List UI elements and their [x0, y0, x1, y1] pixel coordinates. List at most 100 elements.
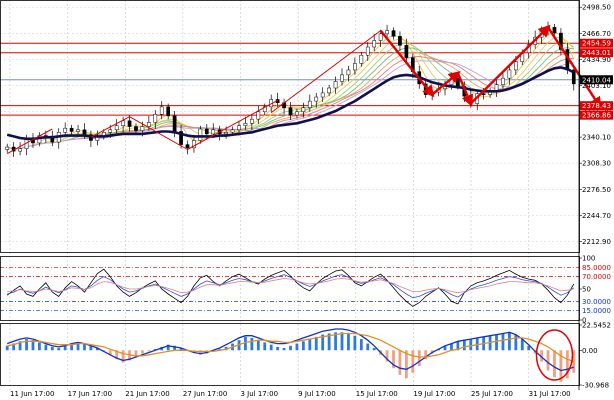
candle-body[interactable] [192, 140, 196, 149]
price-tag-label: 2454.59 [582, 40, 611, 48]
candle-body[interactable] [320, 92, 325, 98]
candle-body[interactable] [147, 122, 151, 127]
macd-panel[interactable] [5, 328, 576, 382]
trend-line[interactable] [129, 116, 188, 150]
candle-body[interactable] [507, 69, 512, 79]
candle-body[interactable] [172, 115, 177, 132]
candle-body[interactable] [571, 69, 576, 85]
candle-body[interactable] [481, 93, 486, 95]
candle-body[interactable] [378, 33, 383, 41]
slow-moving-average-line[interactable] [6, 66, 575, 141]
candle-body[interactable] [140, 126, 145, 131]
macd-histogram-bar [507, 332, 511, 351]
candle-body[interactable] [353, 63, 357, 71]
candle-body[interactable] [314, 96, 319, 102]
drawn-arrow[interactable] [547, 26, 602, 110]
candle-body[interactable] [372, 40, 377, 48]
oscillator-line[interactable] [7, 278, 574, 294]
macd-signal-line[interactable] [7, 332, 575, 363]
candle-body[interactable] [153, 113, 158, 123]
candle-body[interactable] [179, 131, 183, 145]
macd-histogram-bar [166, 344, 170, 351]
candle-body[interactable] [185, 144, 190, 149]
candle-body[interactable] [456, 77, 460, 87]
macd-histogram-bar [546, 350, 550, 371]
macd-histogram-bar [250, 337, 254, 351]
macd-histogram-bar [282, 348, 286, 351]
drawn-arrow[interactable] [469, 24, 551, 105]
candle-body[interactable] [398, 36, 402, 46]
trend-line[interactable] [270, 30, 381, 114]
x-tick-label: 31 Jul 17:00 [529, 390, 571, 398]
candle-body[interactable] [230, 129, 235, 133]
macd-histogram-bar [115, 350, 119, 360]
price-panel[interactable] [0, 21, 602, 157]
candle-body[interactable] [243, 123, 248, 126]
trend-line[interactable] [187, 99, 278, 150]
macd-histogram-bar [469, 339, 473, 351]
candle-body[interactable] [333, 81, 338, 89]
drawn-arrow[interactable] [431, 70, 461, 96]
macd-histogram-bar [12, 343, 16, 351]
candle-body[interactable] [82, 129, 87, 135]
macd-histogram-bar [334, 332, 337, 351]
price-tag [580, 48, 613, 58]
candle-body[interactable] [76, 129, 80, 132]
candle-body[interactable] [295, 111, 299, 116]
candle-body[interactable] [385, 30, 389, 35]
candle-body[interactable] [250, 118, 254, 124]
x-tick-label: 19 Jul 17:00 [413, 390, 455, 398]
macd-histogram-bar [450, 343, 453, 351]
candle-body[interactable] [5, 146, 10, 150]
candle-body[interactable] [159, 106, 164, 115]
candle-body[interactable] [559, 32, 563, 50]
candle-body[interactable] [365, 46, 370, 56]
candle-body[interactable] [108, 129, 113, 133]
x-tick-label: 11 Jun 17:00 [10, 390, 54, 398]
oscillator-line[interactable] [7, 274, 575, 299]
candle-body[interactable] [204, 128, 209, 135]
price-tick-label: 2308.30 [582, 160, 611, 168]
candle-body[interactable] [69, 127, 74, 132]
osc-level-label: 85.0000 [582, 264, 611, 272]
candle-body[interactable] [327, 87, 331, 94]
macd-histogram-bar [276, 346, 280, 351]
candle-body[interactable] [391, 30, 396, 37]
candle-body[interactable] [513, 61, 518, 71]
price-tag-label: 2410.04 [582, 76, 611, 84]
candle-body[interactable] [166, 106, 171, 117]
macd-histogram-bar [514, 334, 518, 351]
candle-body[interactable] [359, 54, 364, 64]
oscillator-line[interactable] [6, 268, 575, 307]
candle-body[interactable] [301, 107, 306, 113]
candle-body[interactable] [127, 120, 132, 127]
candle-body[interactable] [404, 45, 409, 58]
trend-line[interactable] [6, 128, 53, 155]
candle-body[interactable] [340, 74, 344, 82]
candle-body[interactable] [256, 111, 261, 120]
highlight-circle[interactable] [535, 329, 574, 381]
oscillator-panel[interactable] [0, 266, 579, 312]
macd-histogram-bar [44, 344, 48, 351]
candle-body[interactable] [63, 127, 68, 133]
candle-body[interactable] [121, 120, 125, 126]
candle-body[interactable] [224, 132, 228, 135]
macd-histogram-bar [63, 345, 67, 351]
candle-body[interactable] [211, 129, 216, 135]
candle-body[interactable] [501, 77, 505, 85]
candle-body[interactable] [288, 107, 293, 116]
candle-body[interactable] [237, 125, 241, 131]
macd-histogram-bar [398, 350, 402, 375]
drawn-arrow[interactable] [379, 29, 435, 98]
macd-histogram-bar [102, 350, 106, 351]
candle-body[interactable] [307, 100, 312, 108]
trend-line[interactable] [90, 116, 130, 138]
candle-body[interactable] [552, 27, 557, 34]
macd-histogram-bar [366, 343, 370, 351]
candle-body[interactable] [198, 128, 203, 141]
candle-body[interactable] [134, 126, 138, 131]
candle-body[interactable] [18, 148, 22, 152]
candle-body[interactable] [346, 69, 351, 76]
drawn-arrow[interactable] [456, 72, 474, 107]
candle-body[interactable] [114, 125, 119, 131]
